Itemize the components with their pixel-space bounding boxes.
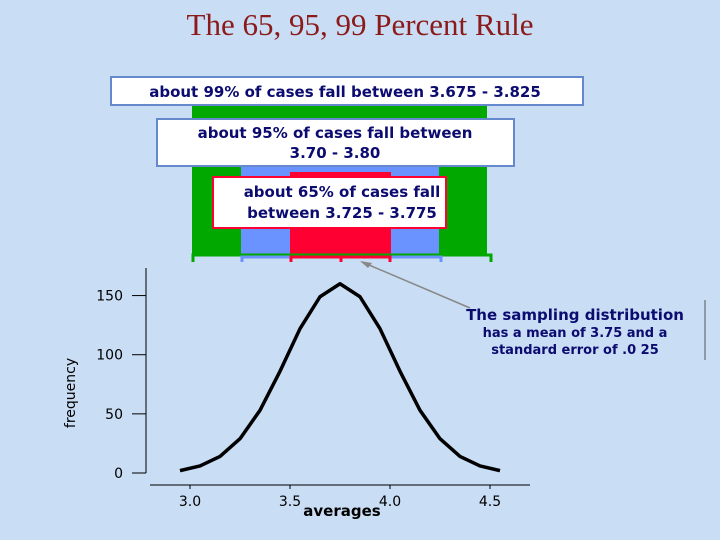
annotation-box (156, 118, 515, 167)
curve (179, 281, 501, 473)
x-axis-label: averages (303, 502, 381, 520)
annotation: The sampling distribution (466, 306, 684, 324)
annotation-box (110, 76, 584, 106)
slide-title: The 65, 95, 99 Percent Rule (187, 7, 534, 42)
annotation: between 3.725 - 3.775 (247, 204, 437, 222)
x-tick-label: 4.0 (379, 494, 401, 510)
annotation: about 95% of cases fall between (198, 124, 473, 142)
bracket-99 (191, 253, 493, 262)
y-tick-label: 0 (114, 466, 123, 482)
y-tick-label: 150 (96, 289, 123, 305)
arrow-head (360, 261, 372, 268)
annotation: about 65% of cases fall (244, 183, 441, 201)
annotation: standard error of .0 25 (491, 343, 659, 358)
x-tick-label: 3.5 (279, 494, 301, 510)
x-tick-label: 3.0 (179, 494, 201, 510)
y-tick-label: 50 (105, 407, 123, 423)
arrow-line (361, 261, 471, 309)
y-axis-label: frequency (63, 358, 79, 428)
annotation: about 99% of cases fall between 3.675 - … (149, 83, 541, 101)
x-tick-label: 4.5 (479, 494, 501, 510)
annotation: 3.70 - 3.80 (290, 144, 381, 162)
annotation-box (212, 176, 447, 229)
y-tick-label: 100 (96, 348, 123, 364)
bracket-65 (289, 255, 392, 262)
annotation: has a mean of 3.75 and a (483, 326, 668, 341)
